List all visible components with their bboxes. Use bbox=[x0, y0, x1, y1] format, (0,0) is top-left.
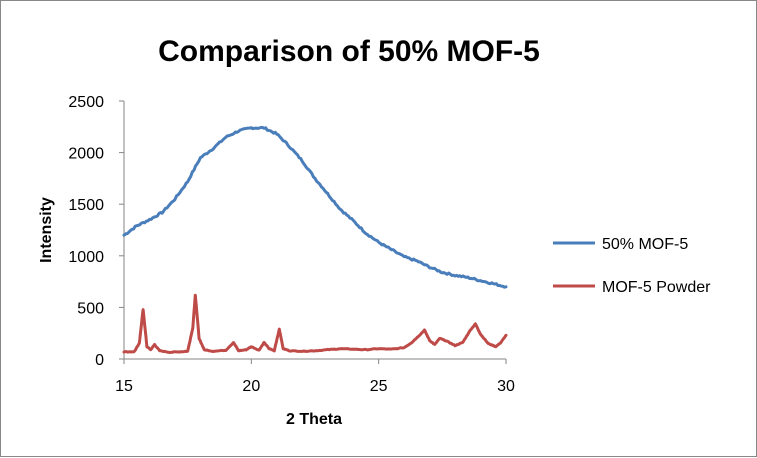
x-tick-label: 15 bbox=[115, 378, 133, 395]
legend-label: 50% MOF-5 bbox=[602, 236, 688, 253]
legend-label: MOF-5 Powder bbox=[602, 279, 711, 296]
y-tick-label: 1000 bbox=[68, 249, 104, 266]
axes: 0 500 1000 1500 2000 2500 15 20 25 30 bbox=[68, 94, 515, 395]
series-group bbox=[122, 125, 508, 355]
y-tick-label: 0 bbox=[95, 352, 104, 369]
y-tick-label: 500 bbox=[77, 300, 104, 317]
y-tick-label: 2000 bbox=[68, 146, 104, 163]
x-tick-label: 20 bbox=[242, 378, 260, 395]
x-tick-label: 30 bbox=[497, 378, 515, 395]
y-tick-label: 1500 bbox=[68, 197, 104, 214]
y-tick-label: 2500 bbox=[68, 94, 104, 111]
x-axis-title: 2 Theta bbox=[286, 411, 342, 428]
legend: 50% MOF-5 MOF-5 Powder bbox=[553, 236, 711, 296]
x-tick-label: 25 bbox=[370, 378, 388, 395]
series-line-1 bbox=[122, 125, 508, 289]
y-axis-title: Intensity bbox=[38, 197, 55, 263]
chart-title: Comparison of 50% MOF-5 bbox=[158, 35, 540, 68]
series-line-2 bbox=[122, 293, 508, 355]
